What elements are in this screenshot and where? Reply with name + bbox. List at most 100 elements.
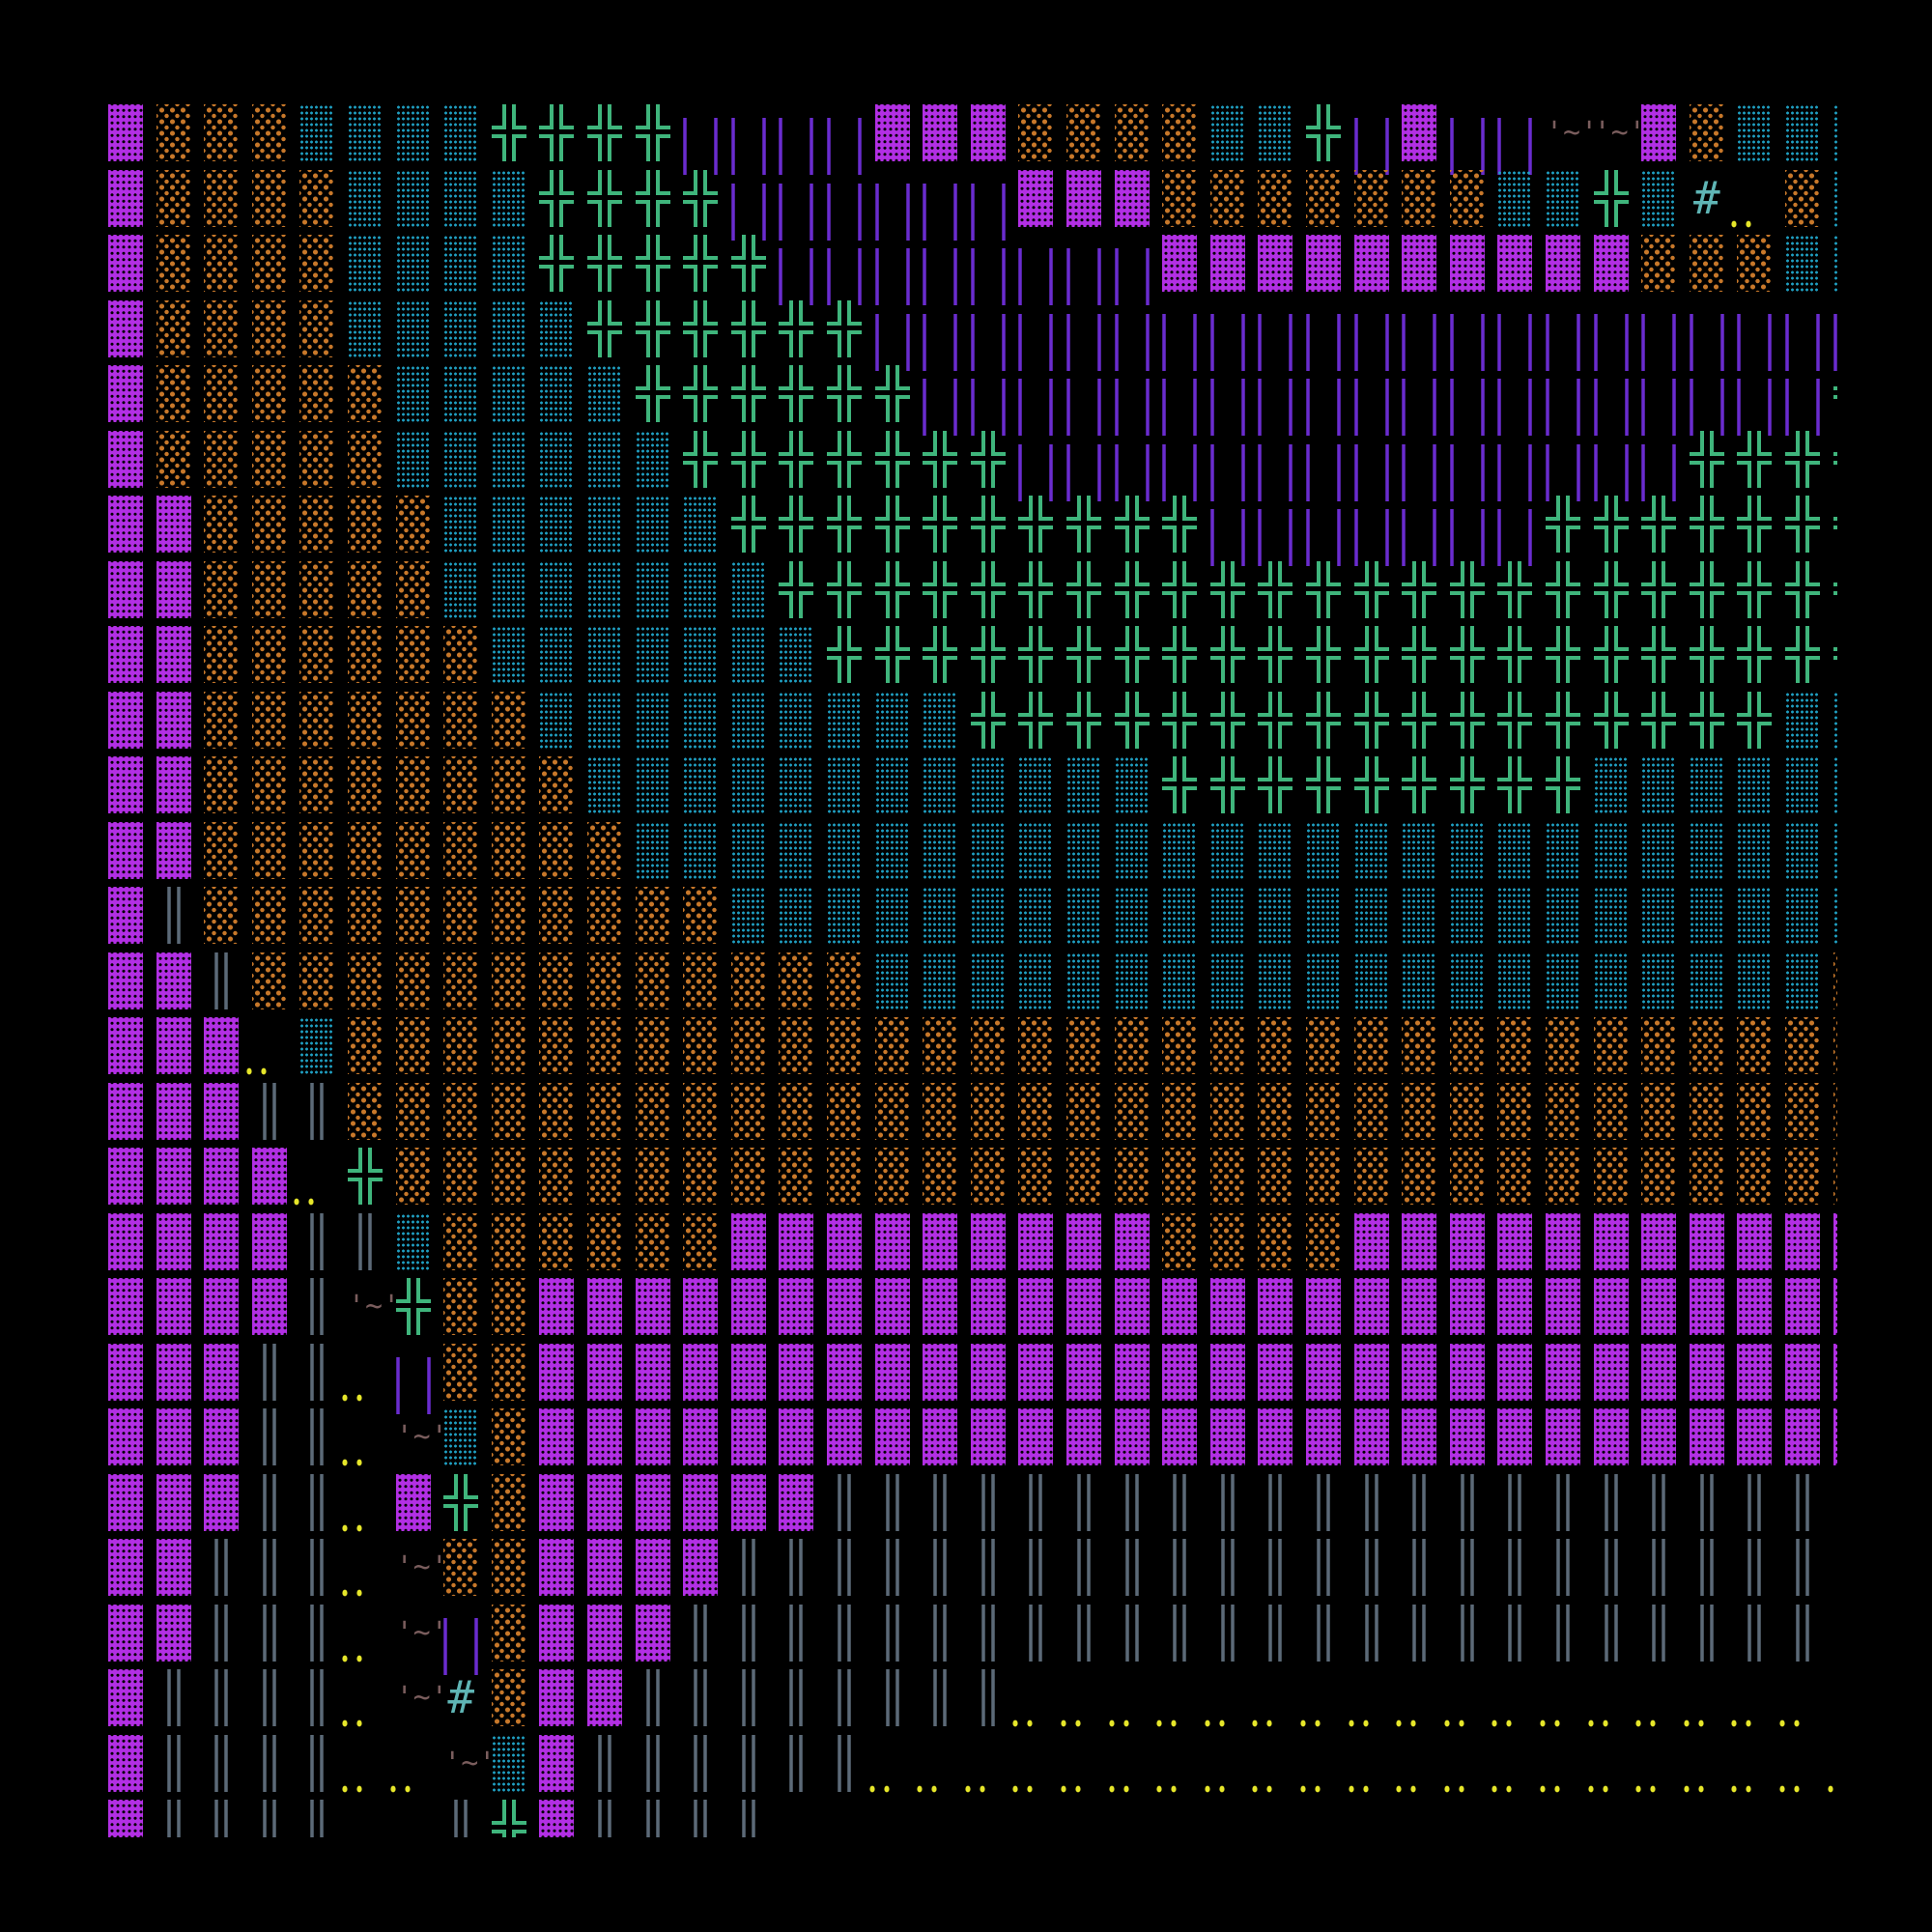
light-shade-tile bbox=[204, 626, 240, 683]
light-shade-tile bbox=[348, 691, 383, 749]
cross-tile bbox=[587, 235, 622, 292]
purple-double-bar-tile bbox=[731, 170, 766, 241]
light-shade-tile bbox=[779, 1017, 814, 1074]
dense-shade-tile bbox=[156, 756, 191, 813]
medium-shade-tile bbox=[1162, 821, 1198, 879]
light-shade-tile bbox=[1209, 169, 1245, 227]
dots-tile bbox=[1731, 1735, 1772, 1792]
dense-shade-tile bbox=[1402, 235, 1437, 292]
dots-tile bbox=[1396, 1735, 1436, 1792]
dense-shade-tile bbox=[108, 430, 143, 488]
cross-tile bbox=[635, 365, 670, 422]
slate-double-bar-tile bbox=[827, 1604, 862, 1662]
dots-tile bbox=[342, 1474, 383, 1531]
dots-tile bbox=[1635, 1735, 1676, 1792]
medium-shade-tile bbox=[923, 887, 958, 944]
dense-shade-tile bbox=[1306, 235, 1341, 292]
light-shade-tile bbox=[1066, 1148, 1101, 1205]
light-shade-tile bbox=[491, 1408, 526, 1465]
light-shade-tile bbox=[348, 887, 383, 944]
slate-double-bar-tile bbox=[923, 1539, 957, 1596]
cross-tile bbox=[683, 430, 719, 488]
medium-shade-tile bbox=[874, 756, 910, 813]
dots-tile bbox=[1012, 1669, 1053, 1727]
dense-shade-tile bbox=[1018, 1343, 1054, 1401]
dense-shade-tile bbox=[1306, 1343, 1341, 1401]
dense-shade-tile bbox=[108, 365, 143, 422]
medium-shade-tile bbox=[1449, 821, 1485, 879]
medium-shade-tile bbox=[1258, 887, 1293, 944]
purple-double-bar-tile bbox=[1450, 496, 1485, 566]
light-shade-tile bbox=[395, 626, 431, 683]
medium-shade-tile bbox=[827, 756, 862, 813]
dense-shade-tile bbox=[1353, 235, 1389, 292]
dense-shade-tile bbox=[923, 1278, 958, 1335]
cross-tile bbox=[1593, 691, 1629, 749]
light-shade-tile bbox=[587, 821, 622, 879]
medium-shade-tile bbox=[348, 299, 383, 357]
light-shade-tile bbox=[539, 1212, 575, 1270]
cross-tile bbox=[1114, 560, 1150, 618]
slate-double-bar-tile bbox=[1115, 1539, 1150, 1596]
slate-double-bar-tile bbox=[827, 1734, 862, 1792]
light-shade-tile bbox=[1402, 169, 1437, 227]
purple-double-bar-tile bbox=[1066, 235, 1101, 305]
dense-shade-tile bbox=[1258, 1408, 1293, 1465]
dense-shade-tile bbox=[1497, 1278, 1533, 1335]
dense-shade-tile bbox=[923, 1212, 958, 1270]
dense-shade-tile bbox=[1353, 1278, 1389, 1335]
cross-tile bbox=[1737, 626, 1773, 683]
cross-tile bbox=[1306, 104, 1341, 161]
medium-shade-tile bbox=[1162, 952, 1198, 1009]
slate-double-bar-tile bbox=[299, 1669, 334, 1726]
dense-shade-tile bbox=[730, 1212, 766, 1270]
medium-shade-tile bbox=[1641, 821, 1677, 879]
cross-tile bbox=[1546, 496, 1580, 553]
purple-double-bar-tile bbox=[1353, 104, 1389, 175]
cross-tile bbox=[1306, 756, 1341, 813]
cross-tile bbox=[1641, 560, 1677, 618]
cross-tile bbox=[1593, 560, 1629, 618]
slate-double-bar-tile bbox=[156, 1800, 191, 1837]
medium-shade-tile bbox=[1737, 756, 1773, 813]
cross-tile bbox=[874, 496, 910, 553]
purple-double-bar-tile bbox=[1258, 300, 1293, 371]
light-shade-tile bbox=[1353, 1017, 1389, 1074]
light-shade-tile bbox=[1737, 1017, 1773, 1074]
dense-shade-tile bbox=[156, 952, 191, 1009]
hash-tile: # bbox=[447, 1671, 475, 1723]
light-shade-tile bbox=[1546, 1082, 1580, 1140]
dense-shade-tile bbox=[1018, 169, 1054, 227]
dense-shade-tile bbox=[108, 756, 143, 813]
light-shade-tile bbox=[443, 1278, 479, 1335]
slate-double-bar-tile bbox=[204, 952, 239, 1009]
slate-double-bar-tile bbox=[1546, 1604, 1580, 1662]
dots-tile bbox=[342, 1735, 383, 1792]
light-shade-tile bbox=[156, 104, 191, 161]
cross-tile bbox=[1833, 626, 1837, 683]
light-shade-tile bbox=[299, 626, 335, 683]
dense-shade-tile bbox=[1402, 1343, 1437, 1401]
medium-shade-tile bbox=[635, 626, 670, 683]
medium-shade-tile bbox=[1449, 952, 1485, 1009]
purple-double-bar-tile bbox=[443, 1605, 478, 1675]
cross-tile bbox=[874, 430, 910, 488]
light-shade-tile bbox=[251, 299, 287, 357]
cross-tile bbox=[923, 626, 958, 683]
light-shade-tile bbox=[204, 235, 240, 292]
medium-shade-tile bbox=[1066, 952, 1101, 1009]
cross-tile bbox=[779, 496, 814, 553]
dense-shade-tile bbox=[156, 691, 191, 749]
slate-double-bar-tile bbox=[299, 1343, 334, 1401]
purple-double-bar-tile bbox=[874, 300, 910, 371]
slate-double-bar-tile bbox=[971, 1473, 1006, 1531]
light-shade-tile bbox=[730, 1017, 766, 1074]
medium-shade-tile bbox=[827, 691, 862, 749]
dense-shade-tile bbox=[1306, 1278, 1341, 1335]
dense-shade-tile bbox=[1258, 1343, 1293, 1401]
dense-shade-tile bbox=[1018, 1212, 1054, 1270]
light-shade-tile bbox=[683, 1017, 719, 1074]
dense-shade-tile bbox=[1353, 1212, 1389, 1270]
medium-shade-tile bbox=[1546, 952, 1580, 1009]
light-shade-tile bbox=[1306, 1212, 1341, 1270]
